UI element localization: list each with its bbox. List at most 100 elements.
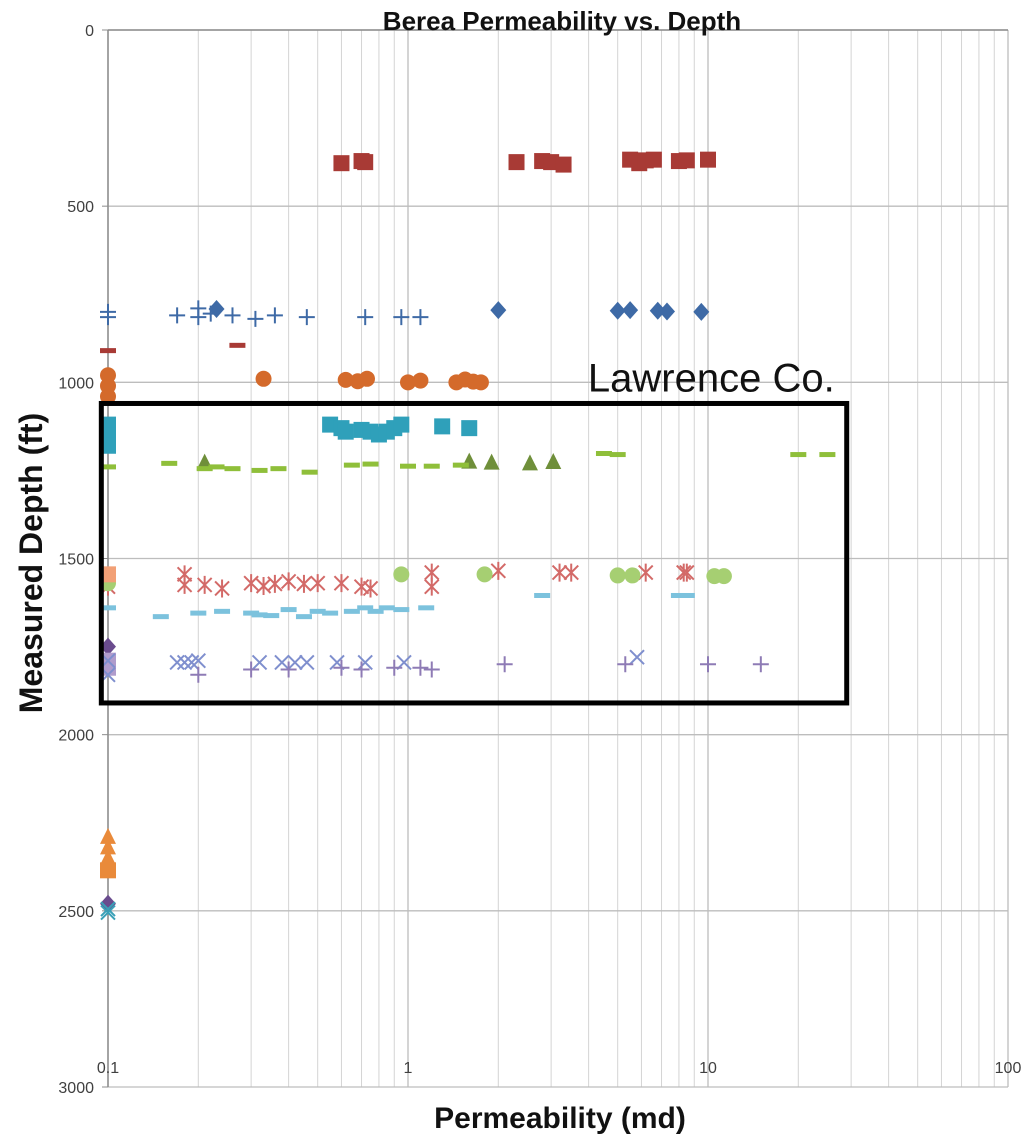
triangle-marker <box>521 454 538 471</box>
x-tick-label: 10 <box>699 1060 717 1077</box>
asterisk-marker <box>296 574 312 593</box>
dash-marker <box>100 605 116 611</box>
asterisk-marker <box>333 574 350 593</box>
dash-marker <box>790 452 807 458</box>
circle-marker <box>609 567 626 584</box>
asterisk-marker <box>196 575 213 594</box>
square-marker <box>645 151 662 168</box>
y-tick-label: 500 <box>67 199 94 216</box>
plus-marker <box>333 659 350 676</box>
dash-marker <box>295 614 312 620</box>
plus-marker <box>353 661 370 678</box>
dash-marker <box>357 605 374 611</box>
dash-marker <box>418 605 435 611</box>
square-marker <box>555 156 572 173</box>
dash-marker <box>251 612 268 618</box>
square-marker <box>508 154 525 171</box>
x-marker <box>176 654 193 671</box>
square-marker <box>461 420 478 437</box>
asterisk-marker <box>676 563 692 582</box>
triangle-marker <box>545 452 562 469</box>
annotation-layer: Lawrence Co. <box>98 356 850 706</box>
dash-marker <box>208 464 225 470</box>
x-marker <box>100 904 116 921</box>
y-tick-label: 2000 <box>58 728 94 745</box>
dash-marker <box>423 463 440 469</box>
plus-marker <box>190 666 207 683</box>
x-marker <box>100 901 116 917</box>
x-tick-label: 0.1 <box>97 1060 119 1077</box>
asterisk-marker <box>353 577 370 596</box>
y-tick-label: 1000 <box>58 375 94 392</box>
square-marker <box>100 862 116 879</box>
plus-marker <box>247 310 264 327</box>
dash-marker <box>161 460 178 466</box>
asterisk-marker <box>424 577 440 596</box>
y-tick-label: 0 <box>85 23 94 40</box>
square-marker <box>678 152 695 169</box>
plus-marker <box>357 309 374 326</box>
asterisk-marker <box>679 563 695 582</box>
diamond-marker <box>622 301 639 320</box>
diamond-marker <box>649 301 666 320</box>
asterisk-marker <box>638 563 654 582</box>
circle-marker <box>412 372 429 389</box>
plus-marker <box>202 305 219 322</box>
square-marker <box>434 418 451 435</box>
circle-marker <box>400 374 416 391</box>
y-tick-label: 3000 <box>58 1080 94 1097</box>
y-tick-label: 2500 <box>58 904 94 921</box>
diamond-marker <box>490 301 507 320</box>
dash-marker <box>452 462 469 468</box>
x-tick-label: 100 <box>995 1060 1022 1077</box>
asterisk-marker <box>490 561 507 580</box>
plus-marker <box>752 656 769 673</box>
square-marker <box>100 566 116 583</box>
dash-marker <box>367 608 384 614</box>
circle-marker <box>476 566 493 583</box>
circle-marker <box>624 567 641 584</box>
square-marker <box>357 154 374 171</box>
plus-marker <box>169 307 186 324</box>
plus-marker <box>617 656 634 673</box>
circle-marker <box>472 374 489 391</box>
plus-marker <box>100 309 116 326</box>
x-marker <box>287 654 303 671</box>
square-marker <box>700 151 716 168</box>
dash-marker <box>280 607 297 613</box>
plus-marker <box>423 661 440 678</box>
lawrence-county-box <box>98 400 850 706</box>
lawrence-county-label: Lawrence Co. <box>588 356 835 400</box>
dash-marker <box>100 348 116 354</box>
asterisk-marker <box>309 574 326 593</box>
plus-marker <box>386 659 403 676</box>
asterisk-marker <box>551 563 568 582</box>
y-tick-label: 1500 <box>58 552 94 569</box>
dash-marker <box>322 610 339 616</box>
data-markers <box>100 151 836 921</box>
x-tick-label: 1 <box>404 1060 413 1077</box>
dash-marker <box>378 605 395 611</box>
dash-marker <box>309 608 326 614</box>
plus-marker <box>298 309 315 326</box>
circle-marker <box>393 566 410 583</box>
dash-marker <box>400 463 416 469</box>
square-marker <box>100 437 116 454</box>
triangle-marker <box>483 453 500 470</box>
plus-marker <box>266 307 283 324</box>
plus-marker <box>496 656 513 673</box>
plus-marker <box>412 309 429 326</box>
dash-marker <box>343 462 360 468</box>
dash-marker <box>393 607 410 613</box>
dash-marker <box>214 608 231 614</box>
chart-title: Berea Permeability vs. Depth <box>383 6 741 36</box>
square-marker <box>543 154 560 171</box>
x-marker <box>629 649 645 665</box>
x-marker <box>299 654 315 671</box>
y-axis-ticks: 0 500 1000 1500 2000 2500 3000 <box>58 23 108 1097</box>
asterisk-marker <box>243 574 259 593</box>
dash-marker <box>609 452 626 458</box>
diamond-marker <box>100 637 116 656</box>
